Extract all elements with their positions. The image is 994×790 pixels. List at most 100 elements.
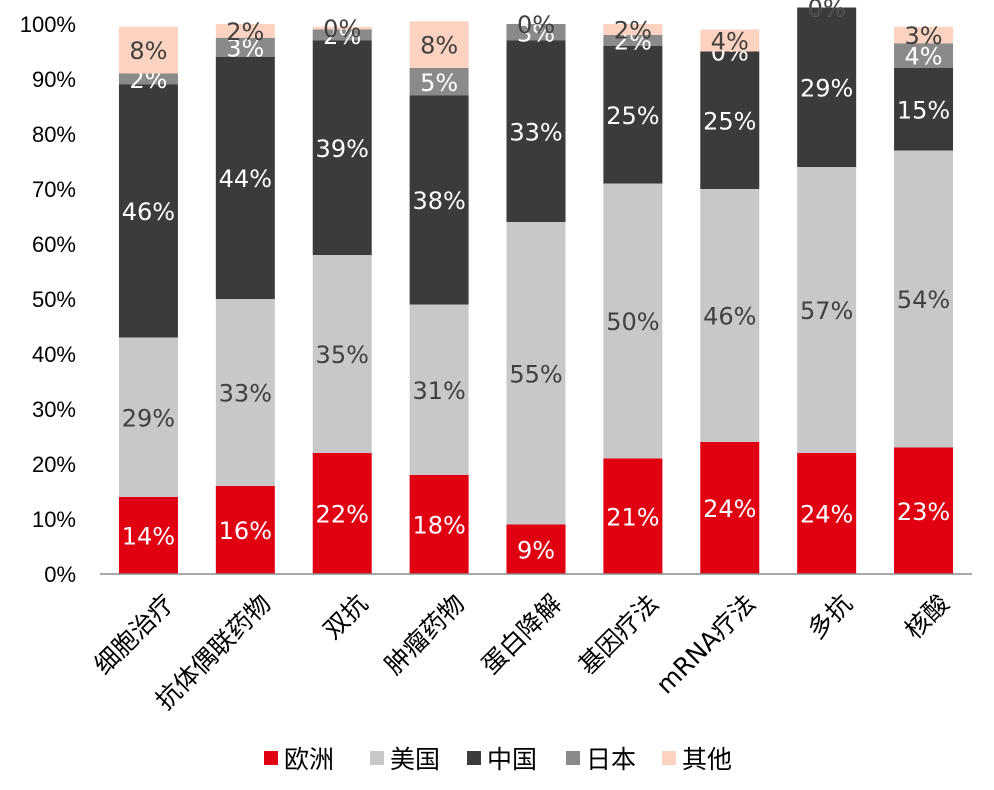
data-label: 22%	[316, 501, 369, 529]
bar-segment	[409, 95, 469, 305]
bar-segment	[312, 26, 372, 30]
bar-stack: 14%29%46%2%8%	[118, 26, 178, 574]
data-label: 4%	[905, 43, 943, 71]
bar-segment	[894, 68, 954, 151]
bar-segment	[409, 68, 469, 96]
data-label: 3%	[905, 22, 943, 50]
data-label: 3%	[517, 19, 555, 47]
bar-segment	[506, 40, 566, 222]
data-label: 0%	[808, 0, 846, 23]
bar-segment	[215, 57, 275, 299]
y-tick-label: 60%	[32, 232, 76, 257]
bar-segment	[118, 73, 178, 85]
legend-label: 日本	[586, 745, 636, 774]
data-label: 0%	[323, 15, 361, 43]
data-label: 21%	[606, 503, 659, 531]
x-category-label: 细胞治疗	[88, 589, 179, 680]
data-label: 44%	[219, 165, 272, 193]
bar-stack: 16% 33% 44% 3%2%	[215, 18, 275, 574]
bar-segment	[215, 299, 275, 486]
bar-stack: 9% 55% 33% 3%0%	[506, 11, 566, 574]
bar-segment	[312, 453, 372, 574]
data-label: 24%	[703, 495, 756, 523]
data-label: 25%	[606, 102, 659, 130]
y-tick-label: 50%	[32, 287, 76, 312]
bar-segment	[409, 21, 469, 68]
x-category-label: 肿瘤药物	[379, 589, 470, 680]
bar-segment	[797, 7, 857, 167]
x-category-label: 蛋白降解	[476, 589, 567, 680]
data-label: 29%	[122, 404, 175, 432]
bar-segment	[215, 37, 275, 57]
x-category-label: 多抗	[802, 589, 858, 645]
bar-segment	[312, 40, 372, 255]
y-tick-label: 30%	[32, 397, 76, 422]
legend-swatch	[662, 751, 676, 765]
data-label: 38%	[412, 187, 465, 215]
bar-segment	[506, 524, 566, 574]
legend-swatch	[264, 751, 278, 765]
y-tick-label: 70%	[32, 177, 76, 202]
bar-segment	[894, 150, 954, 448]
bar-segment	[603, 46, 663, 184]
data-label: 2%	[226, 18, 264, 46]
bar-segment	[118, 84, 178, 338]
x-category-label: 基因疗法	[573, 589, 664, 680]
bar-segment	[506, 24, 566, 41]
bar-stack: 24%57%29%0%0%	[797, 0, 857, 574]
bar-segment	[797, 453, 857, 574]
legend-swatch	[370, 751, 384, 765]
legend-label: 美国	[390, 745, 440, 774]
data-label: 14%	[122, 523, 175, 551]
bar-segment	[312, 255, 372, 453]
legend-swatch	[566, 751, 580, 765]
bar-segment	[603, 24, 663, 35]
data-label: 33%	[219, 380, 272, 408]
data-label: 0%	[808, 0, 846, 23]
y-tick-label: 90%	[32, 67, 76, 92]
data-label: 29%	[800, 74, 853, 102]
data-label: 46%	[703, 303, 756, 331]
data-label: 50%	[606, 308, 659, 336]
x-category-label: 核酸	[899, 589, 955, 645]
bar-segment	[894, 447, 954, 574]
x-category-label: mRNA疗法	[650, 589, 761, 700]
data-label: 18%	[412, 512, 465, 540]
y-tick-label: 0%	[44, 562, 76, 587]
data-label: 15%	[897, 96, 950, 124]
bar-segment	[700, 29, 760, 52]
data-label: 39%	[316, 135, 369, 163]
bar-stack: 18% 31% 38% 5% 8%	[409, 21, 469, 574]
data-label: 2%	[614, 17, 652, 45]
bar-segment	[215, 486, 275, 574]
bar-segment	[118, 497, 178, 574]
data-label: 4%	[711, 28, 749, 56]
data-label: 25%	[703, 107, 756, 135]
data-label: 2%	[323, 22, 361, 50]
bar-segment	[603, 35, 663, 46]
legend-item: 中国	[467, 745, 537, 774]
bar-segment	[312, 29, 372, 41]
y-tick-label: 10%	[32, 507, 76, 532]
legend-label: 欧洲	[284, 745, 334, 774]
bar-segment	[894, 26, 954, 44]
data-label: 5%	[420, 69, 458, 97]
x-category-label: 双抗	[318, 589, 374, 645]
legend-item: 美国	[370, 745, 440, 774]
y-tick-label: 80%	[32, 122, 76, 147]
data-label: 8%	[420, 32, 458, 60]
bar-segment	[797, 167, 857, 453]
bar-area: 14%29%46%2%8%16%33%44%3%2%22%35%39%2%0%1…	[118, 0, 954, 574]
bar-segment	[118, 337, 178, 497]
data-label: 23%	[897, 498, 950, 526]
bar-stack: 22% 35% 39% 2%0%	[312, 15, 372, 574]
bar-segment	[603, 458, 663, 574]
legend-item: 其他	[662, 745, 732, 774]
bar-segment	[506, 222, 566, 525]
y-axis: 0% 10% 20% 30% 40% 50% 60% 70% 80% 90% 100%	[20, 12, 76, 587]
data-label: 33%	[509, 118, 562, 146]
data-label: 55%	[509, 360, 562, 388]
data-label: 24%	[800, 501, 853, 529]
legend: 欧洲 美国 中国 日本 其他	[264, 745, 732, 774]
